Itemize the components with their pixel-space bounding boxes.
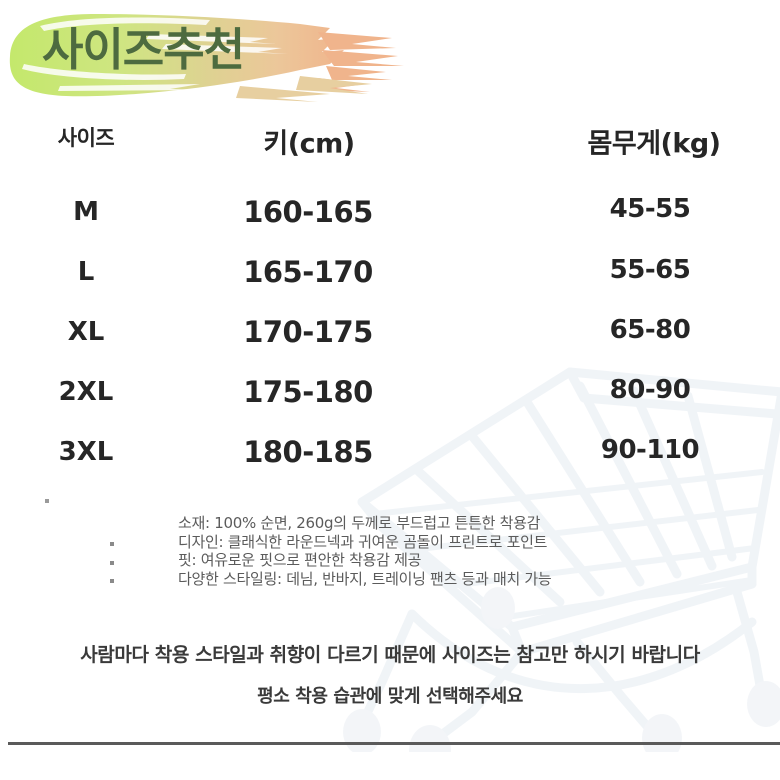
note-line-design: 디자인: 클래식한 라운드넥과 귀여운 곰돌이 프린트로 포인트	[178, 532, 548, 551]
title-brush-stroke	[9, 14, 404, 102]
sizing-disclaimer-primary: 사람마다 착용 스타일과 취향이 다르기 때문에 사이즈는 참고만 하시기 바랍…	[80, 644, 700, 666]
table-row: 165-170	[243, 255, 373, 289]
table-row: 2XL	[58, 377, 114, 407]
header-height: 키(cm)	[263, 128, 355, 160]
table-row: 170-175	[243, 315, 373, 349]
header-weight: 몸무게(kg)	[587, 128, 721, 160]
note-line-fit: 핏: 여유로운 핏으로 편안한 착용감 제공	[178, 551, 422, 569]
table-row: XL	[67, 317, 105, 347]
page-title: 사이즈추천	[42, 23, 245, 76]
note-line-material: 소재: 100% 순면, 260g의 두께로 부드럽고 튼튼한 착용감	[178, 514, 541, 532]
bottom-divider	[8, 742, 780, 745]
table-row: 80-90	[609, 375, 691, 405]
bullet-point-icon	[110, 560, 114, 565]
table-row: 175-180	[243, 375, 373, 409]
table-row: M	[73, 197, 99, 227]
table-row: 55-65	[609, 255, 691, 285]
table-row: 90-110	[600, 435, 700, 465]
bullet-point-icon	[110, 542, 114, 546]
note-line-styling: 다양한 스타일링: 데님, 반바지, 트레이닝 팬츠 등과 매치 가능	[178, 569, 552, 588]
product-notes: 소재: 100% 순면, 260g의 두께로 부드럽고 튼튼한 착용감 디자인:…	[178, 514, 552, 588]
table-row: 45-55	[609, 194, 691, 224]
bullet-markers	[110, 542, 114, 598]
table-row: 160-165	[243, 195, 373, 229]
bullet-point-icon	[45, 499, 49, 503]
table-row: 180-185	[243, 435, 373, 469]
bullet-point-icon	[110, 579, 114, 583]
table-row: 3XL	[58, 437, 114, 467]
table-row: 65-80	[609, 315, 691, 345]
table-row: L	[77, 257, 95, 287]
sizing-disclaimer-secondary: 평소 착용 습관에 맞게 선택해주세요	[257, 686, 523, 707]
header-size: 사이즈	[57, 126, 115, 150]
